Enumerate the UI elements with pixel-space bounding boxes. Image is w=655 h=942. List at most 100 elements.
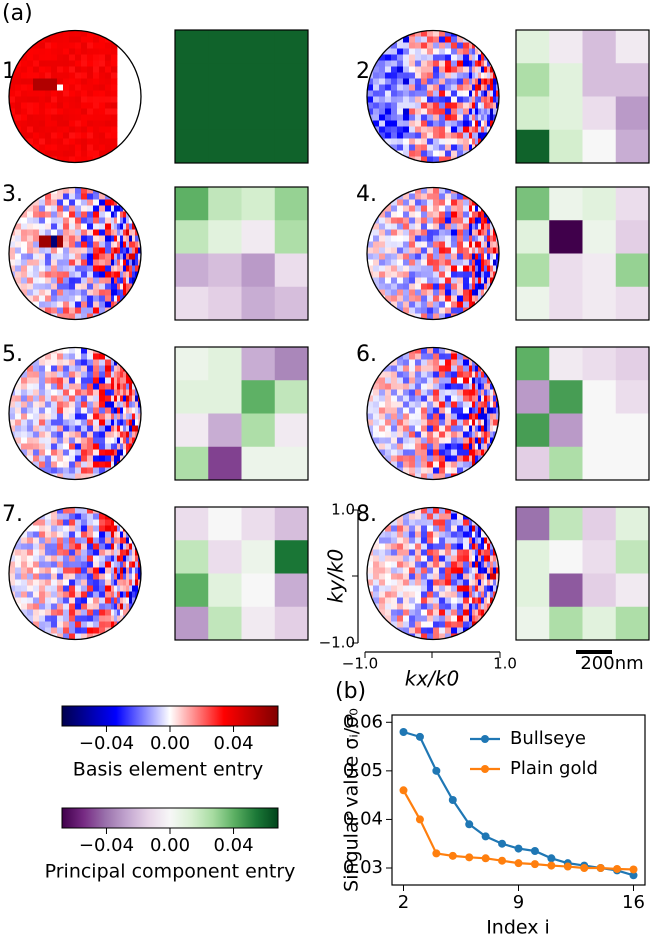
- basis-pixel: [75, 461, 82, 468]
- basis-pixel: [81, 449, 88, 456]
- basis-pixel: [138, 223, 141, 230]
- basis-pixel: [105, 114, 112, 121]
- basis-pixel: [57, 419, 64, 426]
- basis-pixel: [99, 48, 106, 55]
- data-point: [514, 859, 523, 868]
- basis-pixel: [114, 193, 118, 200]
- basis-pixel: [496, 187, 499, 194]
- basis-pixel: [439, 615, 446, 622]
- basis-pixel: [427, 313, 434, 320]
- basis-pixel: [87, 90, 94, 97]
- basis-pixel: [21, 389, 28, 396]
- basis-pixel: [433, 455, 440, 462]
- basis-pixel: [117, 307, 121, 314]
- basis-pixel: [487, 621, 491, 628]
- basis-pixel: [33, 313, 40, 320]
- basis-pixel: [81, 96, 88, 103]
- basis-pixel: [114, 229, 118, 236]
- basis-pixel: [445, 621, 452, 628]
- basis-pixel: [69, 54, 76, 61]
- basis-pixel: [114, 543, 118, 550]
- basis-pixel: [457, 247, 464, 254]
- basis-pixel: [490, 90, 494, 97]
- data-point: [448, 851, 457, 860]
- basis-pixel: [21, 431, 28, 438]
- basis-pixel: [484, 48, 488, 55]
- basis-pixel: [123, 235, 127, 242]
- axis-label: ky/k0: [324, 549, 348, 603]
- basis-pixel: [123, 431, 127, 438]
- basis-pixel: [367, 573, 374, 580]
- data-point: [596, 864, 605, 872]
- basis-pixel: [93, 383, 100, 390]
- basis-pixel: [451, 283, 458, 290]
- basis-pixel: [27, 205, 34, 212]
- basis-pixel: [475, 543, 479, 550]
- basis-pixel: [45, 365, 52, 372]
- basis-pixel: [478, 120, 482, 127]
- basis-pixel: [493, 425, 497, 432]
- basis-pixel: [496, 519, 499, 526]
- basis-pixel: [469, 48, 473, 55]
- basis-pixel: [57, 60, 64, 67]
- basis-pixel: [451, 307, 458, 314]
- basis-pixel: [421, 307, 428, 314]
- basis-pixel: [385, 120, 392, 127]
- basis-pixel: [105, 377, 112, 384]
- basis-pixel: [433, 353, 440, 360]
- basis-pixel: [409, 389, 416, 396]
- basis-pixel: [81, 66, 88, 73]
- basis-pixel: [69, 353, 76, 360]
- basis-pixel: [484, 377, 488, 384]
- basis-pixel: [472, 507, 476, 514]
- basis-pixel: [21, 609, 28, 616]
- basis-pixel: [457, 467, 464, 474]
- basis-pixel: [123, 283, 127, 290]
- basis-pixel: [484, 138, 488, 145]
- basis-pixel: [490, 108, 494, 115]
- basis-pixel: [487, 72, 491, 79]
- basis-pixel: [120, 549, 124, 556]
- basis-pixel: [481, 419, 485, 426]
- basis-pixel: [39, 253, 46, 260]
- basis-pixel: [81, 401, 88, 408]
- basis-pixel: [457, 365, 464, 372]
- basis-pixel: [433, 30, 440, 37]
- basis-pixel: [27, 401, 34, 408]
- basis-pixel: [427, 389, 434, 396]
- pc-cell: [615, 507, 650, 541]
- basis-pixel: [490, 102, 494, 109]
- basis-pixel: [397, 377, 404, 384]
- basis-pixel: [114, 371, 118, 378]
- basis-pixel: [87, 425, 94, 432]
- basis-pixel: [379, 579, 386, 586]
- basis-pixel: [409, 259, 416, 266]
- basis-pixel: [478, 271, 482, 278]
- basis-pixel: [451, 383, 458, 390]
- basis-pixel: [45, 223, 52, 230]
- pc-cell: [615, 63, 650, 97]
- basis-pixel: [451, 247, 458, 254]
- basis-pixel: [117, 383, 121, 390]
- basis-pixel: [99, 621, 106, 628]
- basis-pixel: [69, 132, 76, 139]
- basis-pixel: [27, 377, 34, 384]
- basis-pixel: [126, 579, 130, 586]
- basis-pixel: [373, 591, 380, 598]
- basis-pixel: [129, 437, 133, 444]
- basis-pixel: [490, 353, 494, 360]
- basis-pixel: [138, 301, 141, 308]
- basis-pixel: [75, 377, 82, 384]
- basis-pixel: [105, 585, 112, 592]
- basis-pixel: [409, 277, 416, 284]
- basis-pixel: [445, 455, 452, 462]
- basis-pixel: [385, 211, 392, 218]
- basis-pixel: [27, 156, 34, 163]
- basis-pixel: [15, 389, 22, 396]
- basis-pixel: [367, 377, 374, 384]
- basis-pixel: [69, 525, 76, 532]
- basis-pixel: [9, 108, 16, 115]
- basis-pixel: [367, 102, 374, 109]
- basis-pixel: [403, 513, 410, 520]
- basis-pixel: [403, 223, 410, 230]
